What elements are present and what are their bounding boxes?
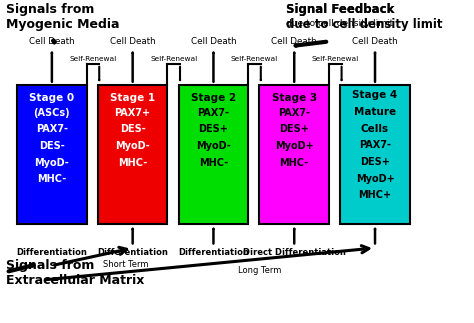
Text: Direct Differentiation: Direct Differentiation	[243, 248, 346, 257]
Text: MyoD-: MyoD-	[35, 158, 69, 168]
Text: Stage 0: Stage 0	[29, 93, 74, 103]
Text: Cell Death: Cell Death	[352, 37, 398, 46]
Text: Signals from
Myogenic Media: Signals from Myogenic Media	[6, 3, 119, 31]
Text: MHC-: MHC-	[280, 158, 309, 168]
Text: Differentiation: Differentiation	[17, 248, 87, 257]
Text: Signal Feedback
due to cell density limit: Signal Feedback due to cell density limi…	[286, 3, 443, 31]
Text: DES+: DES+	[279, 124, 309, 134]
Text: DES-: DES-	[39, 141, 65, 151]
Text: PAX7+: PAX7+	[115, 108, 151, 118]
Text: PAX7-: PAX7-	[198, 108, 229, 118]
Text: due to cell density limit: due to cell density limit	[286, 19, 393, 28]
Text: Long Term: Long Term	[238, 266, 282, 275]
Text: MyoD-: MyoD-	[115, 141, 150, 151]
Text: MHC-: MHC-	[199, 158, 228, 168]
Text: PAX7-: PAX7-	[278, 108, 310, 118]
Bar	[98, 85, 167, 224]
Bar	[17, 85, 87, 224]
Text: Cell Death: Cell Death	[29, 37, 75, 46]
Text: Self-Renewal: Self-Renewal	[69, 56, 117, 62]
Text: Self-Renewal: Self-Renewal	[231, 56, 278, 62]
Text: DES-: DES-	[120, 124, 146, 134]
Text: MHC+: MHC+	[358, 190, 392, 200]
Text: Signals from
Extracellular Matrix: Signals from Extracellular Matrix	[6, 259, 144, 287]
Text: Stage 4: Stage 4	[352, 90, 398, 100]
Text: Differentiation: Differentiation	[97, 248, 168, 257]
Bar	[340, 85, 410, 224]
Text: PAX7-: PAX7-	[359, 141, 391, 151]
Text: MyoD+: MyoD+	[356, 174, 394, 184]
Text: Stage 2: Stage 2	[191, 93, 236, 103]
Text: Mature: Mature	[354, 107, 396, 117]
Text: DES+: DES+	[199, 124, 228, 134]
Text: Differentiation: Differentiation	[178, 248, 249, 257]
Text: MHC-: MHC-	[118, 158, 147, 168]
Text: DES+: DES+	[360, 157, 390, 167]
Text: (ASCs): (ASCs)	[34, 108, 70, 118]
Text: Signal Feedback: Signal Feedback	[286, 3, 395, 16]
Text: Stage 1: Stage 1	[110, 93, 155, 103]
Text: Cells: Cells	[361, 124, 389, 134]
Text: PAX7-: PAX7-	[36, 124, 68, 134]
Text: Cell Death: Cell Death	[110, 37, 155, 46]
Text: Self-Renewal: Self-Renewal	[150, 56, 197, 62]
Text: Cell Death: Cell Death	[191, 37, 236, 46]
Text: Cell Death: Cell Death	[272, 37, 317, 46]
Text: Self-Renewal: Self-Renewal	[312, 56, 359, 62]
Bar	[179, 85, 248, 224]
Text: MHC-: MHC-	[37, 174, 66, 184]
Text: MyoD+: MyoD+	[275, 141, 314, 151]
Text: Short Term: Short Term	[103, 260, 149, 269]
Bar	[259, 85, 329, 224]
Text: MyoD-: MyoD-	[196, 141, 231, 151]
Text: Stage 3: Stage 3	[272, 93, 317, 103]
